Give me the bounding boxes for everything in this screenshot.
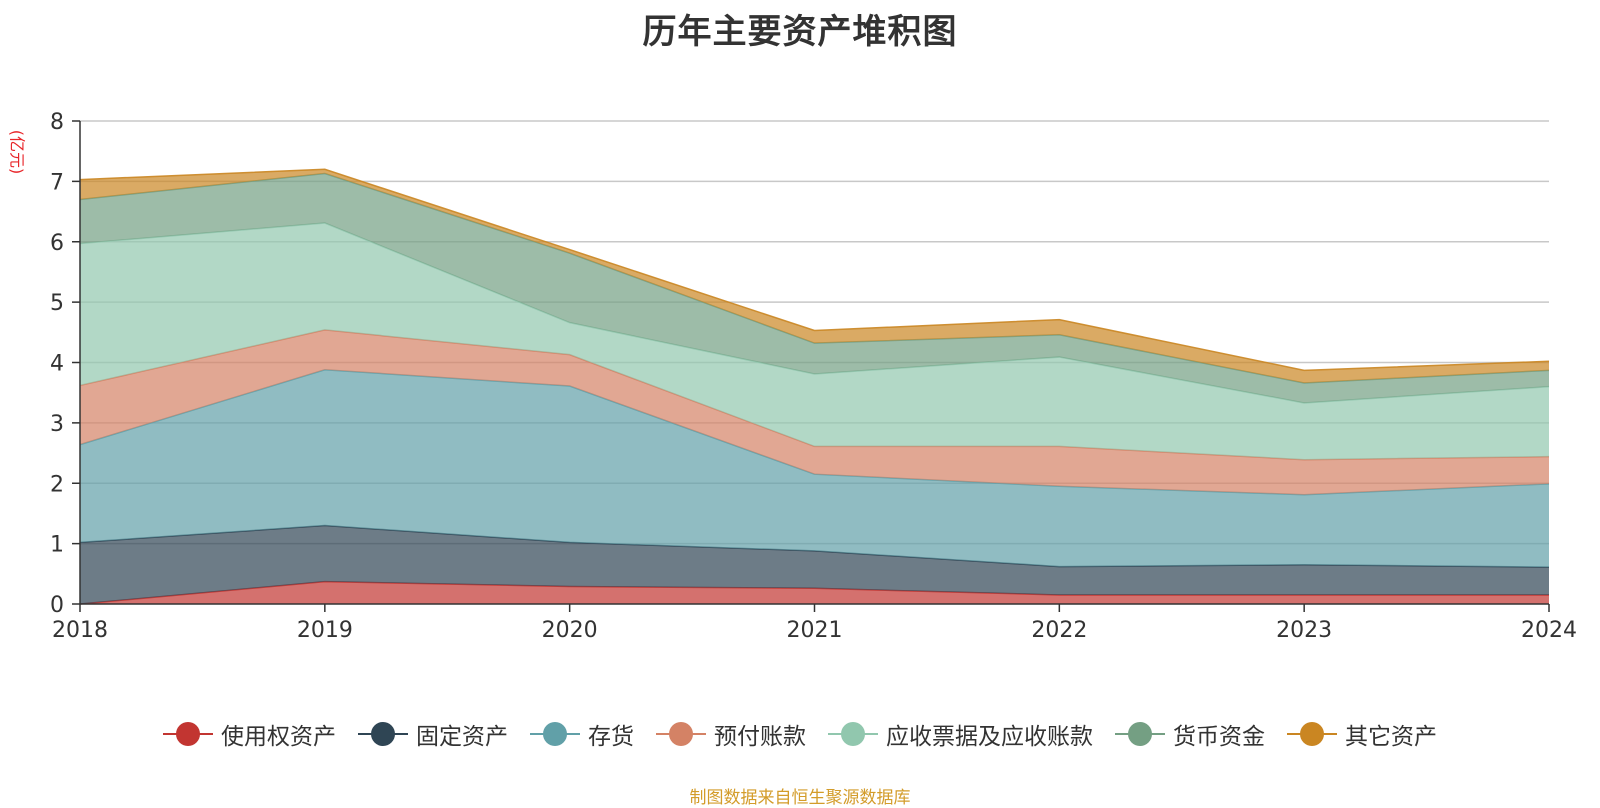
legend-item[interactable]: 存货 — [530, 717, 634, 751]
legend-marker — [828, 721, 878, 747]
legend-label: 其它资产 — [1345, 724, 1437, 750]
legend-marker — [656, 721, 706, 747]
legend-marker-dot — [1300, 722, 1324, 746]
legend-item[interactable]: 货币资金 — [1115, 717, 1265, 751]
x-tick-label: 2021 — [787, 618, 843, 643]
x-tick-label: 2024 — [1521, 618, 1577, 643]
legend-marker — [1287, 721, 1337, 747]
legend-label: 存货 — [588, 724, 634, 750]
legend-item[interactable]: 预付账款 — [656, 717, 806, 751]
legend-label: 货币资金 — [1173, 724, 1265, 750]
series-2-area — [80, 525, 1549, 604]
series-1-area — [80, 581, 1549, 604]
legend-item[interactable]: 使用权资产 — [163, 717, 336, 751]
x-tick-label: 2019 — [297, 618, 353, 643]
y-tick-label: 7 — [50, 170, 64, 195]
x-tick-label: 2023 — [1276, 618, 1332, 643]
legend-marker-dot — [176, 722, 200, 746]
legend-marker-dot — [1128, 722, 1152, 746]
legend-item[interactable]: 固定资产 — [358, 717, 508, 751]
legend-label: 预付账款 — [714, 724, 806, 750]
stacked-area-chart: 0 1 2 3 4 5 6 7 8 2018 2019 2020 2021 2022 2023 2024 — [50, 110, 1577, 643]
legend-marker-dot — [543, 722, 567, 746]
y-tick-label: 8 — [50, 110, 64, 135]
series-5-area — [80, 223, 1549, 460]
legend-marker-dot — [669, 722, 693, 746]
series-6-area — [80, 173, 1549, 403]
y-tick-label: 2 — [50, 472, 64, 497]
legend-marker-dot — [371, 722, 395, 746]
legend-marker — [1115, 721, 1165, 747]
legend-label: 应收票据及应收账款 — [886, 724, 1093, 750]
axes: 0 1 2 3 4 5 6 7 8 2018 2019 2020 2021 2022 2023 2024 — [50, 110, 1577, 643]
x-tick-label: 2020 — [542, 618, 598, 643]
legend-item[interactable]: 其它资产 — [1287, 717, 1437, 751]
series-7-area — [80, 169, 1549, 384]
x-tick-label: 2018 — [52, 618, 108, 643]
legend-marker-dot — [841, 722, 865, 746]
y-tick-label: 0 — [50, 593, 64, 618]
series-3-area — [80, 369, 1549, 568]
legend-marker — [530, 721, 580, 747]
series-7-line — [79, 168, 1550, 372]
y-tick-label: 6 — [50, 231, 64, 256]
x-tick-label: 2022 — [1031, 618, 1087, 643]
legend-item[interactable]: 应收票据及应收账款 — [828, 717, 1093, 751]
legend: 使用权资产 固定资产 存货 预付账款 应收票据及应收账款 货币资金 其它资产 — [0, 716, 1600, 752]
legend-marker — [163, 721, 213, 747]
legend-marker — [358, 721, 408, 747]
legend-label: 固定资产 — [416, 724, 508, 750]
area-series-layer — [79, 168, 1550, 605]
y-tick-label: 5 — [50, 291, 64, 316]
chart-title: 历年主要资产堆积图 — [642, 12, 958, 52]
y-tick-label: 4 — [50, 352, 64, 377]
y-tick-label: 1 — [50, 533, 64, 558]
y-tick-label: 3 — [50, 412, 64, 437]
source-note: 制图数据来自恒生聚源数据库 — [689, 788, 911, 808]
legend-label: 使用权资产 — [221, 724, 336, 750]
